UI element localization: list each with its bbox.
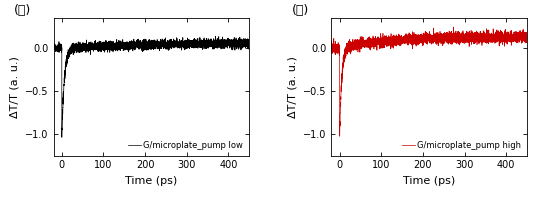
- Line: G/microplate_pump low: G/microplate_pump low: [54, 36, 249, 137]
- G/microplate_pump high: [450, 26, 456, 28]
- G/microplate_pump low: [211, 41, 218, 44]
- G/microplate_pump low: [167, 44, 174, 46]
- Legend: G/microplate_pump high: G/microplate_pump high: [399, 138, 524, 153]
- G/microplate_pump high: [446, 37, 452, 39]
- X-axis label: Time (ps): Time (ps): [125, 176, 178, 186]
- G/microplate_pump high: [403, 36, 409, 38]
- G/microplate_pump high: [524, 35, 530, 37]
- G/microplate_pump high: [489, 35, 495, 37]
- Text: (가): (가): [14, 4, 32, 17]
- G/microplate_pump low: [125, 43, 132, 46]
- G/microplate_pump low: [86, 48, 92, 50]
- G/microplate_pump high: [474, 36, 480, 38]
- Y-axis label: ΔT/T (a. u.): ΔT/T (a. u.): [10, 56, 20, 118]
- G/microplate_pump high: [337, 135, 343, 137]
- Legend: G/microplate_pump low: G/microplate_pump low: [125, 138, 247, 153]
- G/microplate_pump low: [212, 35, 219, 37]
- G/microplate_pump high: [328, 46, 334, 48]
- G/microplate_pump low: [50, 46, 57, 48]
- Y-axis label: ΔT/T (a. u.): ΔT/T (a. u.): [287, 56, 297, 118]
- Text: (나): (나): [292, 4, 309, 17]
- Line: G/microplate_pump high: G/microplate_pump high: [331, 27, 527, 136]
- G/microplate_pump high: [364, 44, 370, 46]
- G/microplate_pump low: [178, 46, 184, 48]
- G/microplate_pump low: [196, 41, 203, 44]
- X-axis label: Time (ps): Time (ps): [403, 176, 455, 186]
- G/microplate_pump low: [59, 136, 65, 138]
- G/microplate_pump high: [455, 38, 462, 41]
- G/microplate_pump low: [246, 44, 253, 46]
